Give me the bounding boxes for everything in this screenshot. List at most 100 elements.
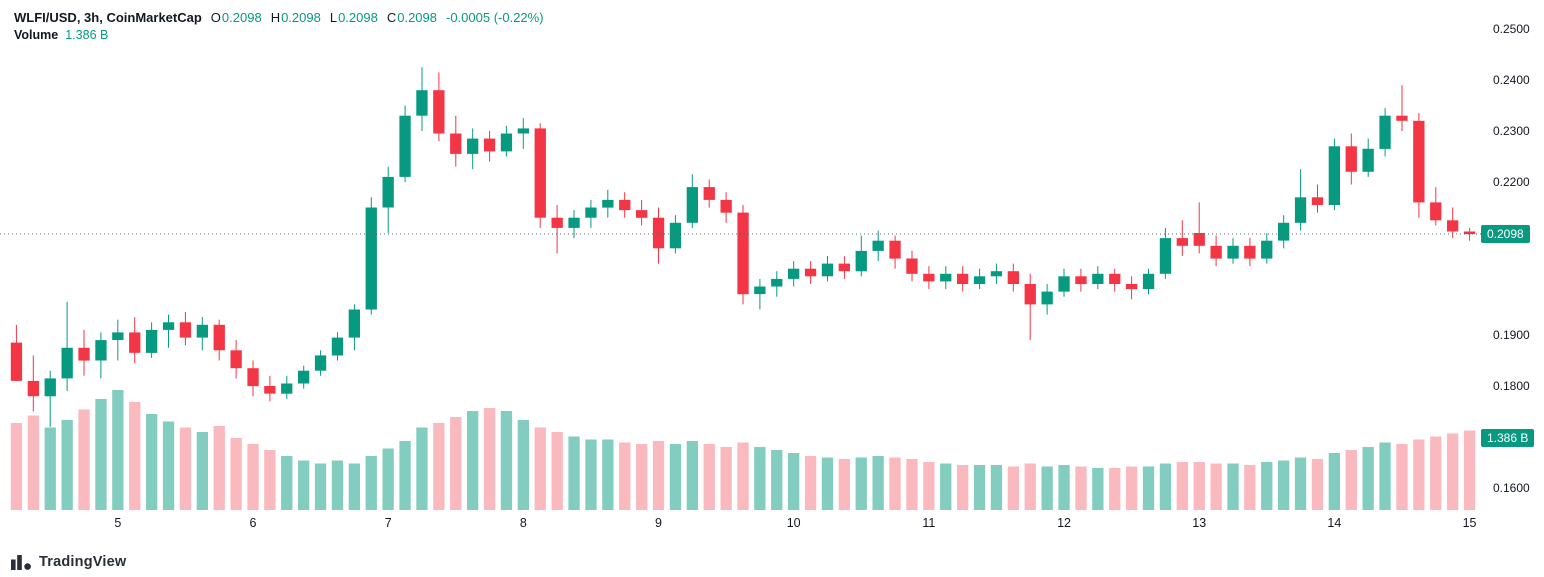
candle-body <box>1328 146 1340 205</box>
volume-bar <box>146 414 158 510</box>
candle-body <box>1159 238 1172 274</box>
candle-body <box>95 340 107 361</box>
volume-bar <box>1024 463 1036 510</box>
candle-body <box>1075 276 1087 284</box>
volume-bar <box>1244 465 1256 510</box>
volume-bar <box>95 399 107 510</box>
volume-bar <box>720 447 732 510</box>
candle-body <box>483 138 496 152</box>
ohlc-open-label: O <box>210 10 221 25</box>
volume-bar <box>483 408 496 510</box>
volume-bar <box>331 460 344 510</box>
volume-bar <box>551 432 563 510</box>
candle-body <box>940 273 952 282</box>
candle-body <box>585 207 597 218</box>
volume-bar <box>754 447 766 510</box>
candle-body <box>517 128 529 134</box>
volume-bar <box>1210 463 1222 510</box>
volume-bar <box>872 456 884 510</box>
candle-body <box>636 210 648 218</box>
candle-body <box>669 222 682 249</box>
candle-body <box>720 199 732 213</box>
tradingview-logo-icon <box>11 554 31 570</box>
volume-bar <box>1126 466 1138 510</box>
volume-bar <box>1058 465 1070 510</box>
volume-bar <box>1278 460 1290 510</box>
candle-body <box>754 286 766 295</box>
candle-body <box>1092 273 1104 284</box>
time-axis-label: 7 <box>384 516 392 530</box>
price-axis-label: 0.2200 <box>1493 175 1530 189</box>
legend-row-ohlc: WLFI/USD, 3h, CoinMarketCap O 0.2098 H 0.2… <box>14 10 544 25</box>
volume-bar <box>27 415 39 510</box>
candle-body <box>44 378 56 397</box>
symbol-legend: WLFI/USD, 3h, CoinMarketCap O 0.2098 H 0.2… <box>14 10 544 42</box>
volume-bar <box>247 444 259 510</box>
time-axis-label: 6 <box>249 516 257 530</box>
candle-body <box>416 90 428 116</box>
tradingview-attribution[interactable]: TradingView <box>11 554 126 570</box>
candle-body <box>213 324 225 351</box>
price-axis-label: 0.1600 <box>1493 481 1530 495</box>
volume-bar <box>855 457 867 510</box>
volume-bar <box>416 427 428 510</box>
volume-bar <box>1092 468 1104 510</box>
candle-body <box>1109 273 1121 284</box>
ohlc-low: L 0.2098 <box>330 10 378 25</box>
candle-body <box>1024 284 1036 305</box>
volume-bar <box>1075 466 1087 510</box>
candle-body <box>1193 233 1205 246</box>
volume-bar <box>1463 430 1476 510</box>
volume-bar <box>1176 462 1188 510</box>
candle-body <box>686 187 698 223</box>
candle-body <box>112 332 124 340</box>
candle-body <box>467 138 479 154</box>
time-axis[interactable]: 5 6 7 8 9 10 11 12 13 14 15 <box>0 510 1480 540</box>
candle-body <box>61 347 73 379</box>
price-axis[interactable]: 0.2500 0.2400 0.2300 0.2200 0.1900 0.1800 0.16… <box>1480 0 1544 543</box>
ohlc-close-label: C <box>386 10 397 25</box>
candle-body <box>1396 115 1408 121</box>
time-axis-label: 13 <box>1192 516 1207 530</box>
candle-body <box>737 212 749 295</box>
candle-body <box>433 90 445 134</box>
volume-bar <box>1294 457 1307 510</box>
ohlc-high: H 0.2098 <box>271 10 321 25</box>
time-axis-label: 15 <box>1462 516 1477 530</box>
candle-body <box>179 322 192 338</box>
volume-bar <box>1328 453 1340 510</box>
candle-body <box>399 115 411 177</box>
volume-bar <box>298 460 310 510</box>
candle-body <box>1430 202 1442 221</box>
volume-bar <box>129 402 141 510</box>
last-price-badge: 0.2098 <box>1481 225 1530 244</box>
volume-bar <box>686 441 698 510</box>
candle-body <box>652 217 665 249</box>
candle-body <box>500 133 513 152</box>
candle-body <box>314 355 327 371</box>
candle-body <box>703 187 715 200</box>
candle-body <box>247 368 259 387</box>
volume-bar <box>703 444 715 510</box>
candle-body <box>568 217 580 228</box>
symbol-title[interactable]: WLFI/USD, 3h, CoinMarketCap <box>14 10 202 25</box>
candle-body <box>146 329 158 353</box>
candle-body <box>1345 146 1357 172</box>
ohlc-open: O 0.2098 <box>211 10 262 25</box>
candle-body <box>973 276 986 284</box>
candle-body <box>230 350 242 369</box>
price-axis-label: 0.1800 <box>1493 379 1530 393</box>
candle-body <box>1210 245 1222 259</box>
candle-body <box>957 273 969 284</box>
volume-bar <box>44 427 56 510</box>
candle-body <box>382 176 394 208</box>
ohlc-close-value: 0.2098 <box>397 10 437 25</box>
time-axis-label: 11 <box>922 516 936 530</box>
candle-body <box>1126 284 1138 290</box>
volume-bar <box>602 439 614 510</box>
volume-bar <box>636 444 648 510</box>
candle-body <box>1041 291 1053 305</box>
candle-body <box>1142 273 1155 290</box>
volume-bar <box>112 390 124 510</box>
